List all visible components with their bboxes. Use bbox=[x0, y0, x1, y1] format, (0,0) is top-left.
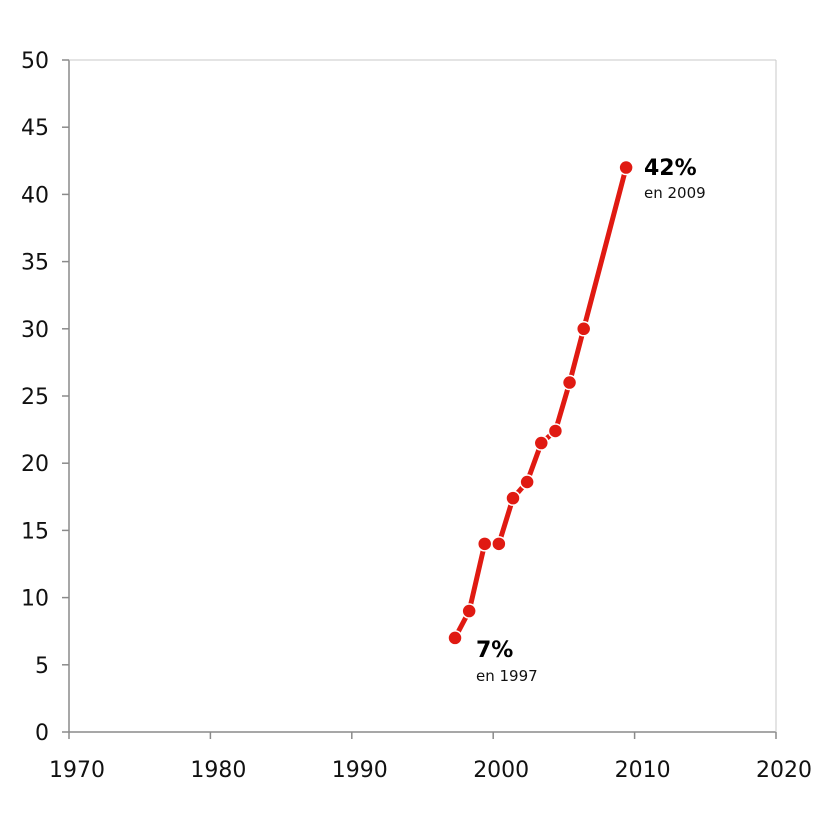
data-series bbox=[447, 159, 634, 646]
x-tick-label: 1970 bbox=[49, 758, 105, 783]
x-tick-label: 1990 bbox=[332, 758, 388, 783]
annotation-start-value: 7% bbox=[476, 638, 513, 663]
y-ticks: 0 5 10 15 20 25 30 35 40 45 50 bbox=[21, 49, 69, 746]
y-tick-label: 45 bbox=[21, 116, 49, 141]
data-point bbox=[519, 474, 535, 490]
data-point bbox=[461, 603, 477, 619]
y-tick-label: 5 bbox=[35, 654, 49, 679]
y-tick-label: 50 bbox=[21, 49, 49, 74]
x-tick-label: 2020 bbox=[756, 758, 812, 783]
annotation-end-label: en 2009 bbox=[644, 184, 706, 202]
y-tick-label: 25 bbox=[21, 385, 49, 410]
data-point bbox=[476, 536, 493, 552]
data-point bbox=[575, 321, 592, 337]
x-tick-label: 2000 bbox=[473, 758, 529, 783]
y-tick-label: 10 bbox=[21, 587, 49, 612]
x-tick-label: 2010 bbox=[615, 758, 671, 783]
series-line bbox=[452, 165, 629, 641]
y-tick-label: 35 bbox=[21, 251, 49, 276]
data-point bbox=[491, 536, 507, 552]
x-ticks: 1970 1980 1990 2000 2010 2020 bbox=[49, 732, 812, 783]
annotation-end-value: 42% bbox=[644, 156, 697, 181]
data-point bbox=[618, 159, 634, 176]
data-point bbox=[547, 423, 564, 439]
y-tick-label: 20 bbox=[21, 452, 49, 477]
annotation-start-label: en 1997 bbox=[476, 667, 538, 685]
x-tick-label: 1980 bbox=[190, 758, 246, 783]
y-tick-label: 15 bbox=[21, 519, 49, 544]
data-point bbox=[447, 630, 463, 646]
y-tick-label: 40 bbox=[21, 183, 49, 208]
y-tick-label: 30 bbox=[21, 318, 49, 343]
data-point bbox=[505, 490, 521, 506]
data-point bbox=[561, 374, 578, 391]
annotations: 7% en 1997 42% en 2009 bbox=[476, 156, 706, 685]
y-tick-label: 0 bbox=[35, 721, 49, 746]
data-point bbox=[533, 435, 550, 451]
